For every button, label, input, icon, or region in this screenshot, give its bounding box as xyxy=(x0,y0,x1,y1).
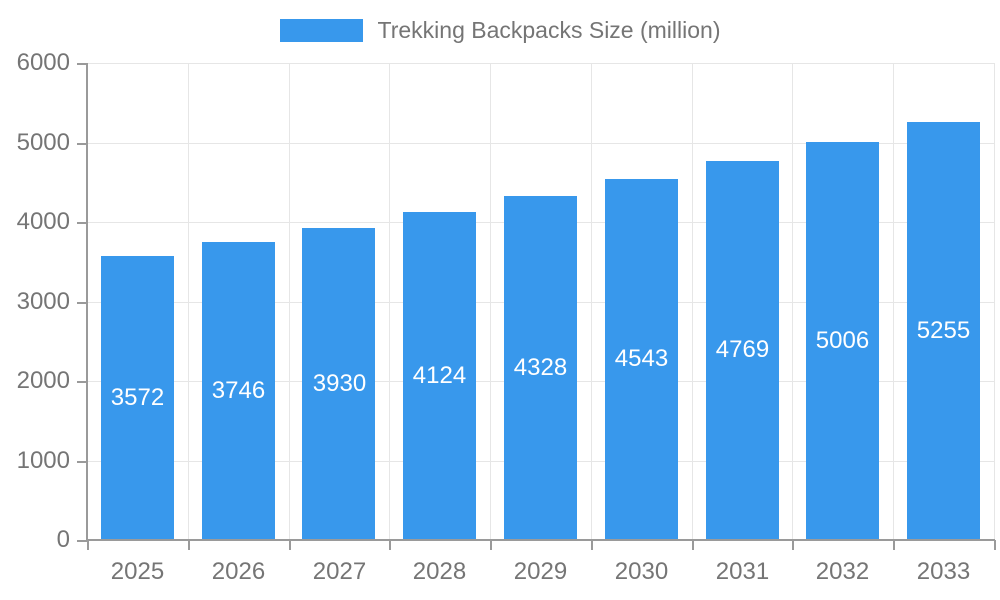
bar-value-label: 4543 xyxy=(614,345,669,372)
bar[interactable] xyxy=(504,196,577,539)
v-gridline xyxy=(893,63,894,540)
bar[interactable] xyxy=(403,212,476,539)
y-tick-label: 5000 xyxy=(16,129,70,156)
x-axis-tick xyxy=(893,540,895,550)
x-axis-tick xyxy=(389,540,391,550)
y-axis-tick xyxy=(77,63,87,65)
bar-value-label: 5006 xyxy=(815,327,870,354)
y-axis-tick xyxy=(77,143,87,145)
y-axis-line xyxy=(86,63,88,540)
x-tick-label: 2033 xyxy=(916,558,971,585)
bar[interactable] xyxy=(706,161,779,539)
bar[interactable] xyxy=(302,228,375,539)
v-gridline xyxy=(188,63,189,540)
bar-value-label: 3572 xyxy=(110,384,165,411)
x-tick-label: 2026 xyxy=(211,558,266,585)
v-gridline xyxy=(591,63,592,540)
x-axis-tick xyxy=(490,540,492,550)
y-tick-label: 4000 xyxy=(16,208,70,235)
y-tick-label: 0 xyxy=(56,526,70,553)
bar-value-label: 5255 xyxy=(916,317,971,344)
x-tick-label: 2030 xyxy=(614,558,669,585)
x-tick-label: 2028 xyxy=(412,558,467,585)
y-axis-tick xyxy=(77,381,87,383)
h-gridline xyxy=(87,143,994,144)
x-axis-tick xyxy=(692,540,694,550)
x-axis-tick xyxy=(994,540,996,550)
bar-value-label: 4124 xyxy=(412,362,467,389)
y-tick-label: 2000 xyxy=(16,367,70,394)
x-tick-label: 2031 xyxy=(715,558,770,585)
y-tick-label: 1000 xyxy=(16,447,70,474)
bar-value-label: 4769 xyxy=(715,336,770,363)
x-axis-tick xyxy=(591,540,593,550)
x-tick-label: 2032 xyxy=(815,558,870,585)
v-gridline xyxy=(289,63,290,540)
x-axis-tick xyxy=(289,540,291,550)
bar-value-label: 3930 xyxy=(312,370,367,397)
v-gridline xyxy=(994,63,995,540)
h-gridline xyxy=(87,63,994,64)
x-axis-tick xyxy=(188,540,190,550)
v-gridline xyxy=(389,63,390,540)
v-gridline xyxy=(692,63,693,540)
x-axis-tick xyxy=(792,540,794,550)
legend-label: Trekking Backpacks Size (million) xyxy=(377,17,721,43)
x-axis-tick xyxy=(87,540,89,550)
x-tick-label: 2029 xyxy=(513,558,568,585)
legend[interactable]: Trekking Backpacks Size (million) xyxy=(0,16,1000,44)
bar-value-label: 3746 xyxy=(211,377,266,404)
x-tick-label: 2027 xyxy=(312,558,367,585)
bar[interactable] xyxy=(806,142,879,539)
y-tick-label: 6000 xyxy=(16,49,70,76)
y-axis-tick xyxy=(77,302,87,304)
bar[interactable] xyxy=(907,122,980,539)
bar[interactable] xyxy=(605,179,678,539)
legend-swatch-icon xyxy=(279,18,363,42)
bar-value-label: 4328 xyxy=(513,354,568,381)
v-gridline xyxy=(490,63,491,540)
x-axis-line xyxy=(86,539,995,541)
y-axis-tick xyxy=(77,540,87,542)
y-axis-tick xyxy=(77,461,87,463)
y-axis-tick xyxy=(77,222,87,224)
bar[interactable] xyxy=(202,242,275,539)
bar[interactable] xyxy=(101,256,174,539)
x-tick-label: 2025 xyxy=(110,558,165,585)
y-tick-label: 3000 xyxy=(16,288,70,315)
v-gridline xyxy=(792,63,793,540)
